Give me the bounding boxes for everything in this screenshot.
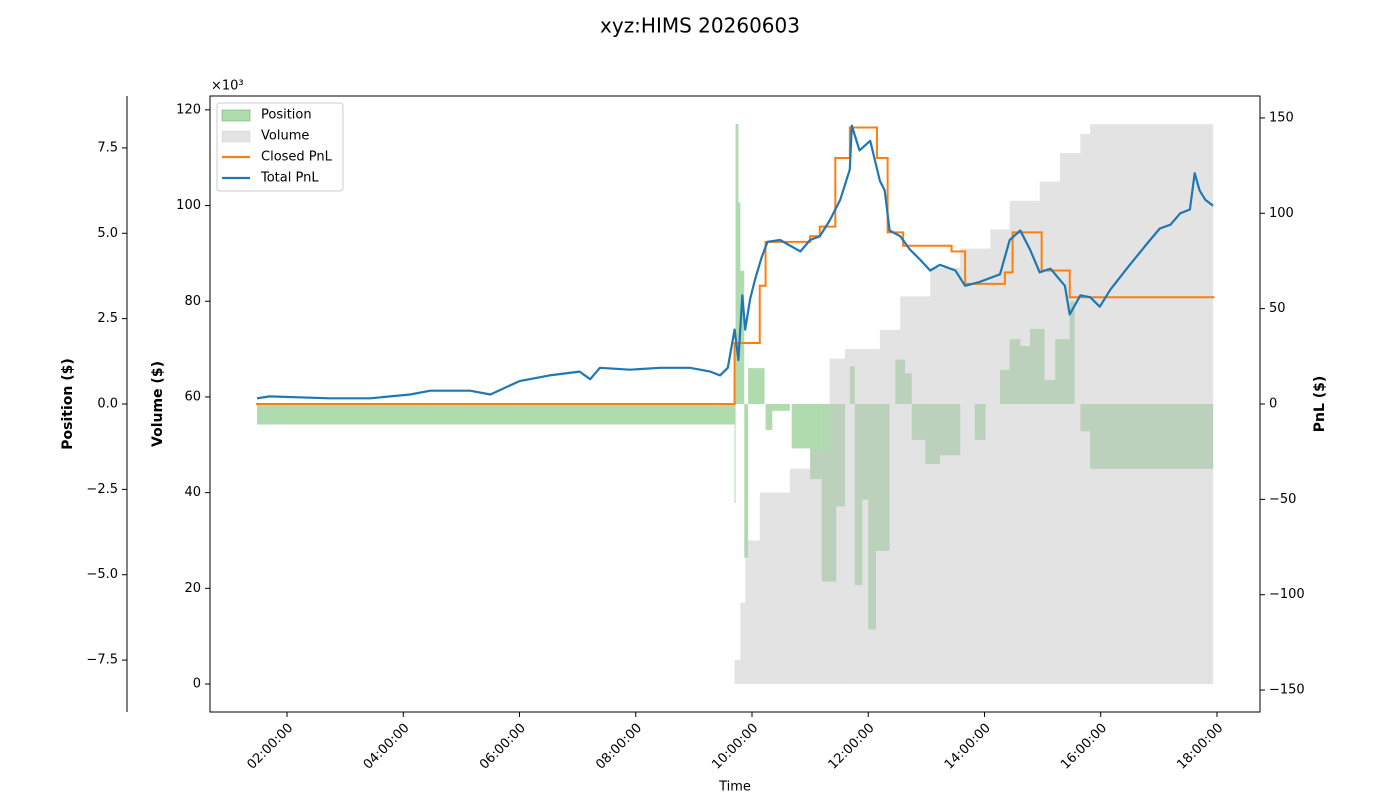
legend-swatch <box>221 130 251 143</box>
chart-title: xyz:HIMS 20260603 <box>600 14 800 38</box>
y-tick-label: 0.0 <box>97 397 118 412</box>
area-step <box>844 349 880 685</box>
area-step <box>1039 181 1061 685</box>
area-step <box>930 267 961 685</box>
y3-tick-label: 0 <box>193 677 201 692</box>
area-step <box>738 202 741 404</box>
area-step <box>829 358 845 685</box>
y-tick-label: −7.5 <box>86 653 118 668</box>
y-axis-label: Position ($) <box>60 358 76 450</box>
x-tick-label: 08:00:00 <box>593 721 645 773</box>
area-step <box>732 404 735 425</box>
area-step <box>735 124 739 404</box>
area-step <box>734 404 736 504</box>
y-tick-label: 2.5 <box>97 311 118 326</box>
y2-tick-label: 0 <box>1269 397 1277 412</box>
area-step <box>810 404 822 480</box>
area-step <box>960 248 991 685</box>
legend-label: Volume <box>261 129 309 144</box>
y-tick-label: −5.0 <box>86 567 118 582</box>
y2-tick-label: −100 <box>1269 587 1305 602</box>
y3-tick-label: 60 <box>184 389 201 404</box>
y3-tick-label: 120 <box>176 102 201 117</box>
area-step <box>789 468 811 685</box>
x-tick-label: 02:00:00 <box>244 721 296 773</box>
x-tick-label: 18:00:00 <box>1174 721 1226 773</box>
area-step <box>740 602 746 685</box>
y-tick-label: 5.0 <box>97 226 118 241</box>
x-tick-label: 06:00:00 <box>477 721 529 773</box>
area-step <box>1060 152 1081 685</box>
x-tick-label: 14:00:00 <box>942 721 994 773</box>
legend-label: Closed PnL <box>261 150 333 165</box>
y2-axis-label: PnL ($) <box>1312 376 1328 433</box>
y3-tick-label: 40 <box>184 485 201 500</box>
area-step <box>791 404 811 449</box>
area-step <box>810 449 830 685</box>
legend-label: Position <box>261 108 312 123</box>
x-axis-label: Time <box>718 780 751 795</box>
y-tick-label: −2.5 <box>86 482 118 497</box>
y2-tick-label: 100 <box>1269 206 1294 221</box>
y3-tick-label: 20 <box>184 581 201 596</box>
area-step <box>744 404 749 558</box>
x-tick-label: 16:00:00 <box>1058 721 1110 773</box>
area-step <box>879 329 901 685</box>
series-area_step <box>734 124 1214 685</box>
y2-tick-label: 50 <box>1269 301 1286 316</box>
series-step <box>255 126 1215 405</box>
legend-swatch <box>221 109 251 122</box>
area-step <box>740 270 745 404</box>
x-tick-label: 04:00:00 <box>361 721 413 773</box>
series-line <box>256 124 1214 400</box>
area-step <box>1009 200 1040 685</box>
y-tick-label: 7.5 <box>97 140 118 155</box>
x-tick-label: 10:00:00 <box>709 721 761 773</box>
legend: Position Volume Closed PnL Total PnL <box>216 102 344 192</box>
y2-tick-label: −150 <box>1269 683 1305 698</box>
area-step <box>1090 124 1214 685</box>
area-step <box>990 229 1010 685</box>
area-step <box>1080 133 1091 685</box>
legend-label: Total PnL <box>260 171 319 186</box>
y2-tick-label: −50 <box>1269 492 1296 507</box>
area-step <box>256 404 733 425</box>
area-step <box>765 404 773 430</box>
area-step <box>900 296 931 685</box>
line <box>256 124 1214 400</box>
area-step <box>748 368 765 404</box>
y2-tick-label: 150 <box>1269 110 1294 125</box>
y3-tick-label: 100 <box>176 198 201 213</box>
y3-tick-label: 80 <box>184 294 201 309</box>
plot-layer <box>255 124 1215 685</box>
x-tick-label: 12:00:00 <box>826 721 878 773</box>
area-step <box>745 540 760 685</box>
area-step <box>734 660 741 685</box>
area-step <box>759 492 790 685</box>
area-step <box>772 404 790 411</box>
offset-label: ×10³ <box>211 79 244 94</box>
legend-box <box>216 102 344 192</box>
y3-axis-label: Volume ($) <box>150 361 166 447</box>
